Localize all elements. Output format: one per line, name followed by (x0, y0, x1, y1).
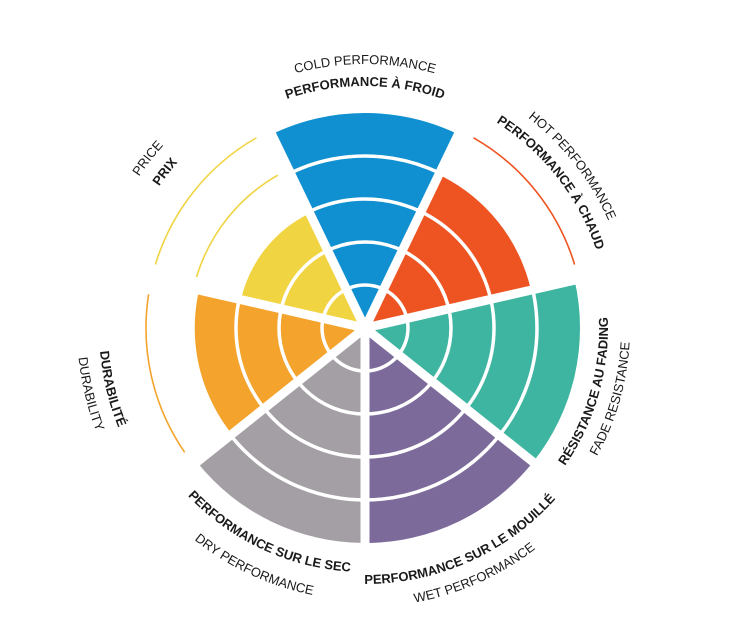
gap-line-0 (258, 114, 370, 330)
unfilled-arc-5-5 (145, 294, 186, 453)
gap-line-5 (178, 324, 368, 479)
label-cold-fr: PERFORMANCE À FROID (283, 74, 447, 102)
gap-line-1 (360, 114, 472, 330)
center-hub (358, 321, 372, 335)
gap-line-6 (134, 271, 367, 333)
gap-line-2 (363, 271, 596, 333)
unfilled-level-arcs (145, 137, 576, 453)
label-cold-en: COLD PERFORMANCE (292, 52, 438, 76)
sectors (192, 113, 580, 543)
sector-4 (196, 328, 365, 543)
sector-gaps (134, 114, 596, 563)
sector-2 (365, 280, 580, 463)
unfilled-arc-6-5 (154, 137, 257, 265)
gap-line-3 (362, 324, 552, 479)
sector-0 (271, 113, 459, 328)
unfilled-arc-6-4 (195, 174, 279, 278)
sector-3 (365, 328, 534, 543)
unfilled-arc-1-5 (473, 137, 576, 265)
